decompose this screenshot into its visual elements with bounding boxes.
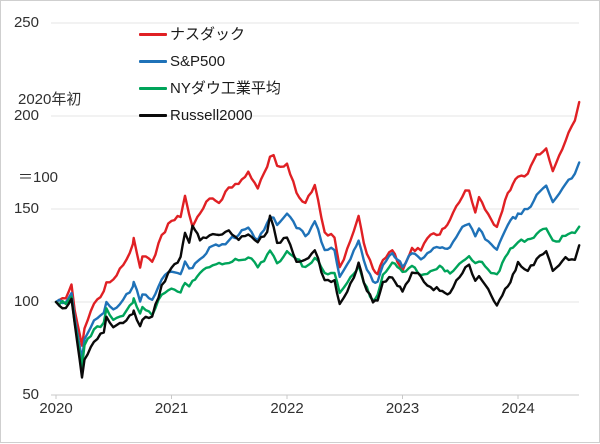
annotation-line-2: ＝100: [18, 169, 59, 186]
legend-item-russell2000: Russell2000: [139, 102, 281, 129]
series-line-sp500: [54, 161, 581, 361]
legend-swatch-nasdaq: [139, 33, 167, 36]
chart-legend: ナスダック S&P500 NYダウ工業平均 Russell2000: [139, 21, 281, 129]
y-axis-label-50: 50: [22, 386, 39, 403]
legend-item-ny-dow: NYダウ工業平均: [139, 75, 281, 102]
legend-label-sp500: S&P500: [170, 53, 226, 70]
y-axis-label-100: 100: [13, 293, 39, 310]
series-line-russell2000: [54, 214, 581, 379]
y-axis-label-150: 150: [13, 200, 39, 217]
legend-swatch-sp500: [139, 60, 167, 63]
legend-swatch-russell2000: [139, 114, 167, 117]
legend-label-russell2000: Russell2000: [170, 107, 253, 124]
x-axis-label-2023: 2023: [385, 400, 420, 417]
x-axis-label-2021: 2021: [154, 400, 189, 417]
index-base-annotation: 2020年初 ＝100: [18, 35, 81, 243]
x-axis-label-2024: 2024: [501, 400, 535, 417]
x-axis-label-2022: 2022: [270, 400, 304, 417]
legend-label-ny-dow: NYダウ工業平均: [170, 80, 281, 97]
legend-label-nasdaq: ナスダック: [170, 26, 246, 43]
x-axis-label-2020: 2020: [39, 400, 73, 417]
legend-swatch-ny-dow: [139, 87, 167, 90]
annotation-line-1: 2020年初: [18, 91, 82, 108]
series-line-nasdaq: [54, 100, 581, 347]
y-axis-label-200: 200: [13, 107, 39, 124]
legend-item-sp500: S&P500: [139, 48, 281, 75]
y-axis-label-250: 250: [13, 14, 39, 31]
legend-item-nasdaq: ナスダック: [139, 21, 281, 48]
